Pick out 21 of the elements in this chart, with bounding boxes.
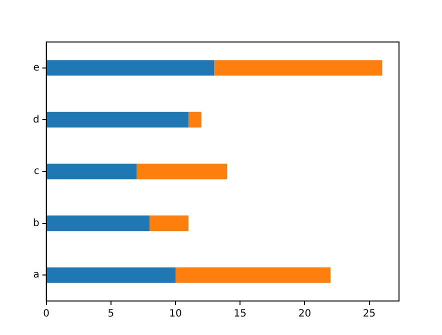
bar	[188, 112, 202, 128]
x-tick-label: 25	[362, 308, 376, 320]
x-tick-label: 0	[43, 308, 50, 320]
x-tick-label: 15	[234, 308, 246, 320]
y-tick-label: b	[32, 218, 40, 229]
y-tick-label: a	[33, 270, 40, 281]
y-tick-label: e	[33, 62, 40, 74]
y-tick-label: d	[32, 114, 40, 126]
bar	[214, 60, 382, 76]
x-tick-label: 20	[298, 308, 312, 320]
y-tick-label: c	[34, 166, 40, 178]
bar	[46, 216, 150, 232]
bar	[46, 112, 188, 128]
bar	[150, 216, 188, 232]
bar	[46, 164, 137, 180]
bar	[46, 60, 214, 76]
bar	[46, 267, 176, 283]
bar	[136, 164, 228, 180]
x-tick-label: 10	[169, 308, 182, 320]
bar	[176, 267, 331, 283]
x-tick-label: 5	[108, 308, 114, 320]
